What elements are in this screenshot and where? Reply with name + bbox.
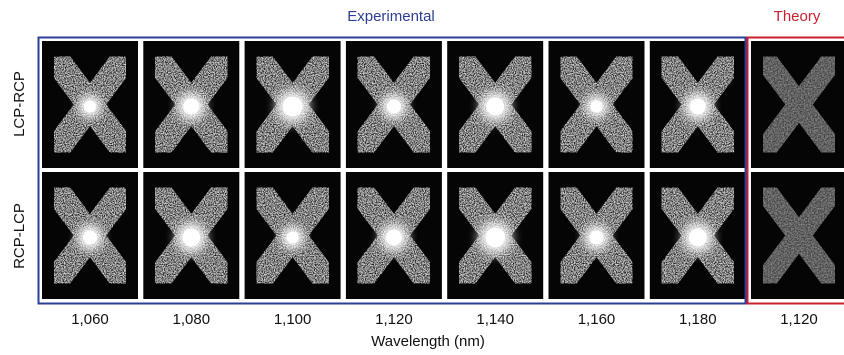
column-label: 1,100 — [274, 311, 312, 328]
image-tile — [447, 172, 544, 299]
center-spot — [590, 100, 603, 113]
center-spot — [286, 231, 299, 244]
image-grid — [42, 41, 844, 299]
center-spot — [83, 230, 97, 245]
image-tile — [143, 172, 240, 299]
theory-frame — [746, 36, 844, 305]
column-label: 1,160 — [578, 311, 616, 328]
image-tile — [42, 172, 138, 299]
experimental-frame — [37, 36, 747, 305]
column-label: 1,180 — [679, 311, 717, 328]
image-tile — [548, 41, 645, 168]
center-spot — [386, 99, 401, 114]
theory-title: Theory — [774, 8, 821, 25]
row-label: RCP-LCP — [11, 203, 28, 269]
center-spot — [485, 227, 506, 248]
image-tile — [143, 41, 240, 168]
image-tile — [649, 172, 746, 299]
center-spot — [183, 98, 200, 115]
x-pattern — [754, 49, 844, 160]
column-label: 1,060 — [71, 311, 109, 328]
theory-column-label: 1,120 — [780, 311, 818, 328]
image-tile — [751, 172, 844, 299]
center-spot — [282, 96, 303, 117]
image-tile — [751, 41, 844, 168]
x-axis-label: Wavelength (nm) — [371, 333, 485, 350]
column-label: 1,080 — [173, 311, 211, 328]
center-spot — [589, 230, 604, 245]
x-pattern — [754, 180, 844, 291]
image-tile — [42, 41, 138, 168]
x-stroke — [754, 180, 844, 291]
center-spot — [689, 98, 706, 115]
image-tile — [345, 41, 442, 168]
image-tile — [649, 41, 746, 168]
image-tile — [447, 41, 544, 168]
column-label: 1,120 — [375, 311, 413, 328]
center-spot — [385, 229, 402, 246]
center-spot — [688, 228, 707, 247]
experimental-title: Experimental — [347, 8, 435, 25]
image-tile — [244, 41, 341, 168]
image-tile — [548, 172, 645, 299]
center-spot — [84, 100, 96, 113]
center-spot — [486, 97, 505, 116]
row-label: LCP-RCP — [11, 71, 28, 137]
image-tile — [244, 172, 341, 299]
image-tile — [345, 172, 442, 299]
center-spot — [182, 228, 201, 247]
column-label: 1,140 — [476, 311, 514, 328]
x-stroke — [754, 49, 844, 160]
